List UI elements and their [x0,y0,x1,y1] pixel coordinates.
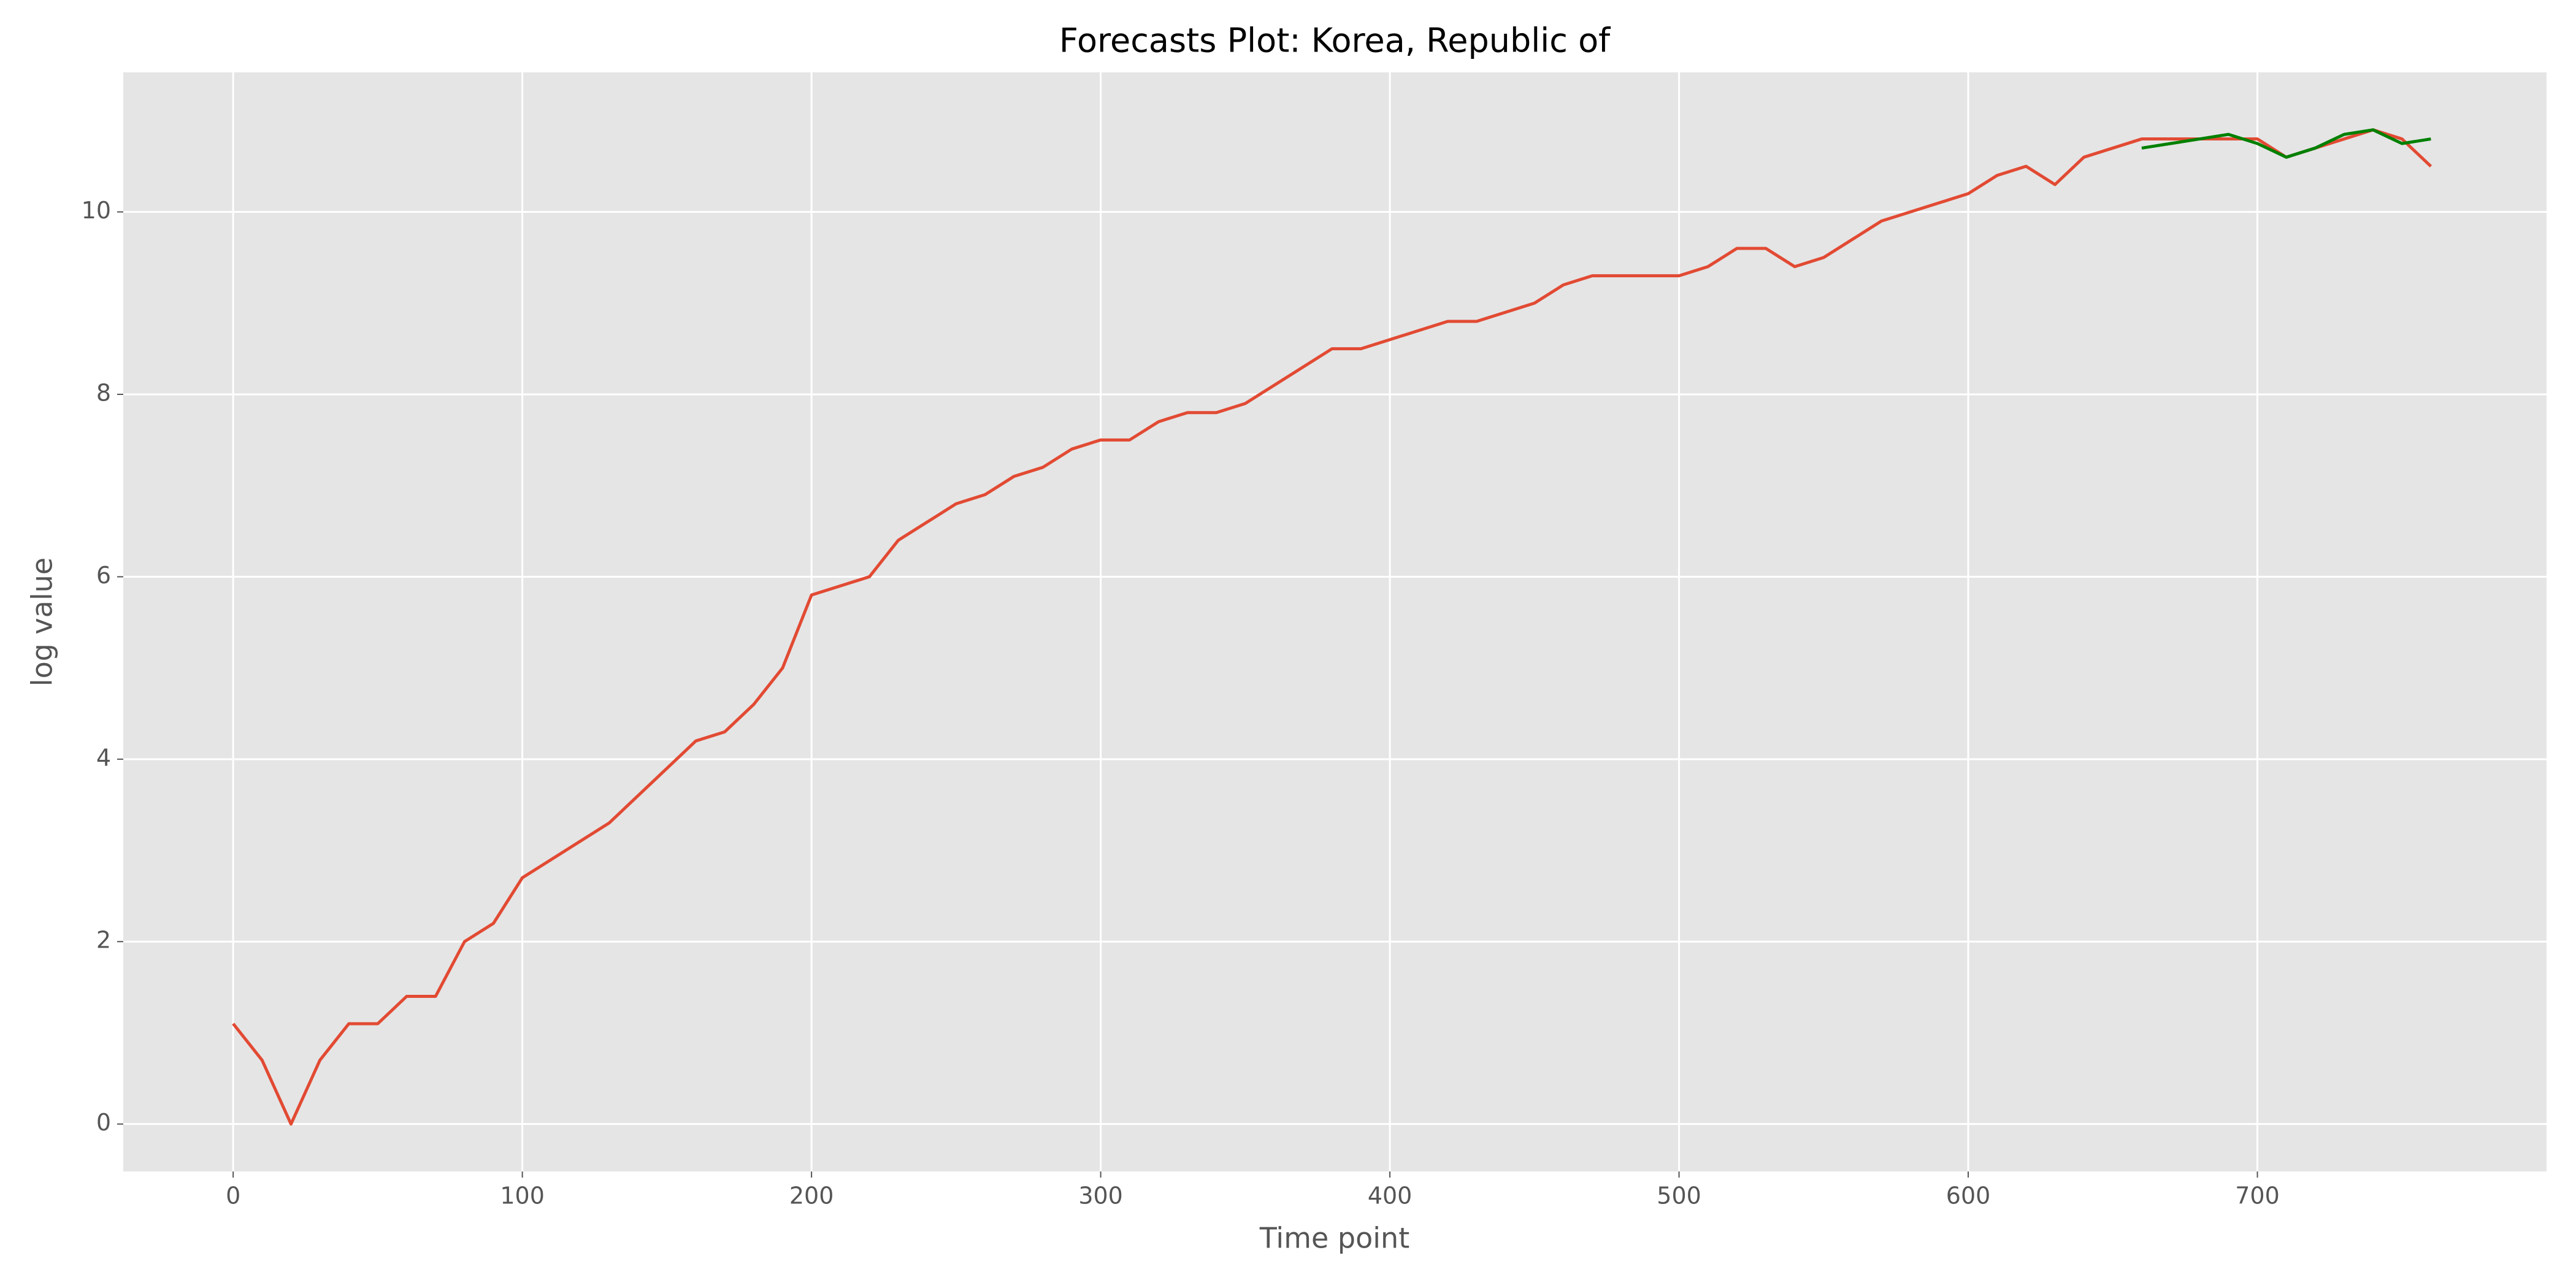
x-tick-label: 500 [1657,1183,1701,1209]
series-line [232,128,2432,1126]
y-tick-label: 8 [96,379,111,406]
plot-area [123,72,2547,1171]
x-tick-label: 400 [1368,1183,1413,1209]
y-tick-label: 2 [96,927,111,954]
y-tick-label: 4 [96,744,111,771]
x-tick-label: 300 [1078,1183,1123,1209]
x-tick-label: 100 [500,1183,545,1209]
x-axis-label: Time point [1259,1222,1410,1255]
series-line [2141,128,2431,159]
y-axis-label: log value [26,558,59,686]
y-tick-label: 0 [96,1109,111,1136]
chart-title: Forecasts Plot: Korea, Republic of [1059,21,1611,60]
x-tick-label: 600 [1946,1183,1991,1209]
y-tick-label: 10 [82,197,111,224]
x-tick-label: 0 [226,1183,240,1209]
x-tick-label: 200 [789,1183,834,1209]
x-tick-label: 700 [2235,1183,2280,1209]
y-tick-label: 6 [96,562,111,589]
